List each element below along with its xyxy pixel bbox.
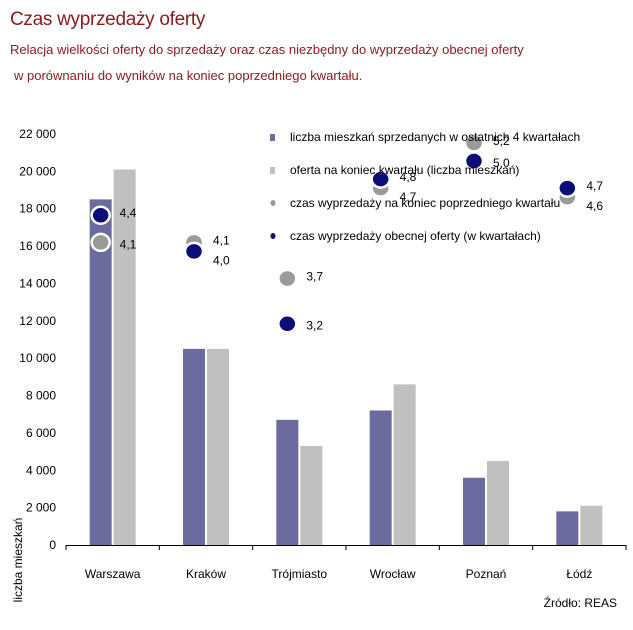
bar-offer [393, 384, 416, 545]
bar-sold [89, 199, 112, 546]
y-tick-label: 12 000 [19, 314, 56, 328]
data-label: 4,1 [120, 237, 137, 251]
point-curr-time [463, 151, 485, 171]
x-tick-label: Kraków [186, 567, 226, 581]
point-prev-time [90, 232, 111, 253]
legend-swatch-curr-time [270, 233, 276, 239]
point-curr-time [277, 313, 298, 334]
legend-label: liczba mieszkań sprzedanych w ostatnich … [290, 130, 580, 144]
bar-offer [487, 460, 509, 545]
point-curr-time [370, 169, 391, 189]
legend-swatch-sold [270, 134, 275, 141]
x-tick-label: Poznań [466, 567, 507, 581]
legend: liczba mieszkań sprzedanych w ostatnich … [270, 130, 580, 243]
chart-subtitle-line1: Relacja wielkości oferty do sprzedaży or… [10, 42, 524, 57]
y-tick-label: 20 000 [19, 164, 56, 178]
data-label: 3,7 [306, 270, 323, 284]
y-tick-label: 14 000 [19, 276, 56, 290]
y-tick-label: 18 000 [19, 202, 56, 216]
legend-swatch-prev-time [270, 200, 276, 206]
y-tick-label: 2 000 [26, 501, 56, 515]
x-tick-label: Warszawa [85, 567, 141, 581]
legend-swatch-offer [270, 167, 275, 174]
bar-sold [276, 419, 299, 545]
legend-label: czas wyprzedaży na koniec poprzedniego k… [290, 196, 560, 210]
bar-sold [369, 410, 392, 545]
point-curr-time [90, 205, 111, 225]
chart-title: Czas wyprzedaży oferty [10, 9, 206, 30]
bar-offer [580, 505, 603, 545]
legend-label: oferta na koniec kwartału (liczba mieszk… [290, 163, 519, 177]
bar-offer [207, 348, 229, 545]
x-tick-label: Wrocław [370, 567, 416, 581]
source-note: Źródło: REAS [544, 595, 617, 610]
y-tick-label: 22 000 [19, 127, 56, 141]
y-axis-label: liczba mieszkań [11, 518, 25, 603]
data-label: 3,2 [306, 319, 323, 333]
bar-offer [113, 169, 136, 545]
data-label: 5,2 [493, 134, 510, 148]
point-prev-time [277, 268, 298, 289]
chart-subtitle-line2: w porównaniu do wyników na koniec poprze… [14, 68, 363, 83]
bar-sold [183, 348, 205, 545]
bar-sold [463, 477, 485, 545]
y-tick-label: 4 000 [26, 463, 56, 477]
bar-offer [300, 445, 323, 545]
data-label: 4,4 [120, 206, 137, 220]
y-tick-label: 16 000 [19, 239, 56, 253]
y-tick-label: 6 000 [26, 426, 56, 440]
data-label: 4,0 [213, 253, 230, 267]
data-label: 4,7 [400, 190, 417, 204]
x-tick-label: Łódź [566, 567, 592, 581]
y-tick-label: 0 [49, 538, 56, 552]
data-label: 5,0 [493, 156, 510, 170]
data-label: 4,6 [586, 199, 603, 213]
point-curr-time [183, 241, 205, 262]
legend-label: czas wyprzedaży obecnej oferty (w kwarta… [290, 229, 541, 243]
data-label: 4,7 [586, 179, 603, 193]
x-tick-label: Trójmiasto [272, 567, 328, 581]
data-label: 4,8 [400, 170, 417, 184]
data-label: 4,1 [213, 233, 230, 247]
y-tick-label: 8 000 [26, 389, 56, 403]
y-tick-label: 10 000 [19, 351, 56, 365]
point-curr-time [557, 178, 578, 198]
bar-sold [556, 511, 579, 545]
